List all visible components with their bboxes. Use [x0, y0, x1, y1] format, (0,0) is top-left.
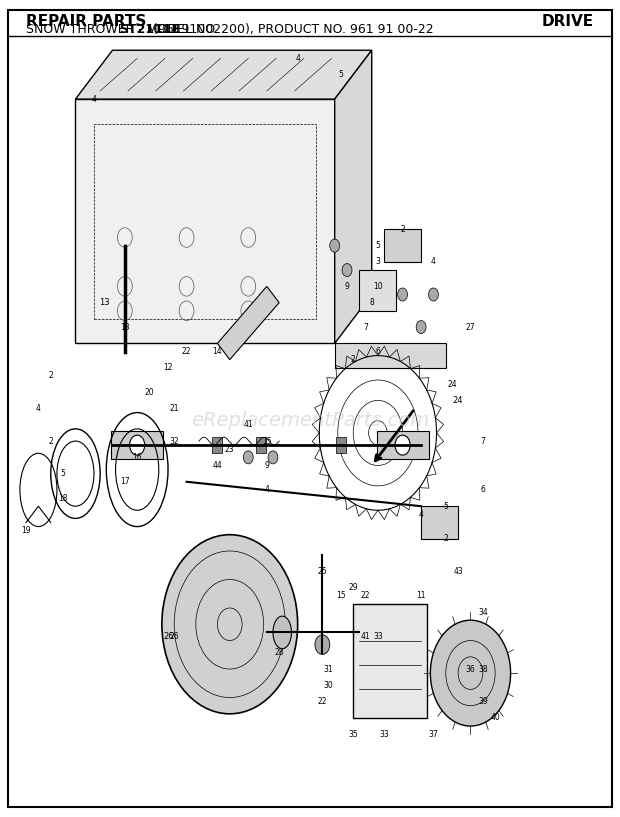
Text: ST2111E: ST2111E	[118, 24, 180, 37]
Text: (96191002200), PRODUCT NO. 961 91 00-22: (96191002200), PRODUCT NO. 961 91 00-22	[149, 24, 433, 37]
Text: 9: 9	[345, 282, 350, 291]
Text: 18: 18	[58, 493, 68, 502]
Text: 2: 2	[351, 355, 356, 364]
Bar	[213, 437, 223, 453]
Text: 2: 2	[443, 534, 448, 543]
Text: 16: 16	[132, 453, 142, 462]
Text: 15: 15	[336, 592, 346, 600]
Text: 19: 19	[21, 526, 31, 535]
Text: 22: 22	[317, 697, 327, 706]
Circle shape	[162, 534, 298, 714]
Bar	[111, 431, 163, 459]
Circle shape	[416, 320, 426, 333]
Text: 25: 25	[317, 567, 327, 576]
Text: 4: 4	[36, 404, 41, 413]
Text: DRIVE: DRIVE	[542, 14, 594, 29]
Text: 5: 5	[443, 502, 448, 511]
Text: 24: 24	[447, 380, 457, 389]
Text: eReplacementParts.com: eReplacementParts.com	[191, 411, 429, 431]
Circle shape	[428, 288, 438, 301]
Text: 15: 15	[262, 436, 272, 445]
Text: 36: 36	[466, 664, 476, 673]
Circle shape	[395, 435, 410, 455]
Bar	[353, 604, 427, 718]
Bar	[360, 270, 396, 310]
Text: 43: 43	[453, 567, 463, 576]
Circle shape	[397, 288, 407, 301]
Text: 9: 9	[264, 461, 269, 470]
Text: 6: 6	[480, 485, 485, 494]
Bar	[255, 437, 265, 453]
Circle shape	[330, 239, 340, 252]
Text: 4: 4	[295, 54, 300, 63]
Polygon shape	[76, 50, 372, 99]
Text: 4: 4	[431, 257, 436, 266]
Text: 27: 27	[466, 323, 476, 332]
Text: SNOW THROWER - MODEL NO.: SNOW THROWER - MODEL NO.	[26, 24, 223, 37]
Text: 21: 21	[169, 404, 179, 413]
Circle shape	[268, 451, 278, 464]
Ellipse shape	[273, 616, 291, 649]
Circle shape	[315, 635, 330, 654]
Text: 7: 7	[363, 323, 368, 332]
Text: 5: 5	[339, 70, 343, 79]
Text: 37: 37	[428, 730, 438, 739]
Text: 7: 7	[480, 436, 485, 445]
Circle shape	[342, 264, 352, 277]
Text: 41: 41	[361, 632, 370, 641]
Text: 20: 20	[144, 388, 154, 397]
Text: 30: 30	[324, 681, 334, 690]
Text: 10: 10	[373, 282, 383, 291]
Text: 22: 22	[182, 347, 192, 356]
Text: 33: 33	[379, 730, 389, 739]
Text: REPAIR PARTS: REPAIR PARTS	[26, 14, 146, 29]
Bar	[377, 431, 428, 459]
Text: 22: 22	[361, 592, 370, 600]
Text: 23: 23	[225, 444, 234, 453]
Text: 31: 31	[324, 664, 334, 673]
Polygon shape	[335, 50, 372, 343]
Text: 26: 26	[169, 632, 179, 641]
Text: 2: 2	[48, 436, 53, 445]
Text: 13: 13	[120, 323, 130, 332]
Text: 44: 44	[213, 461, 223, 470]
Polygon shape	[76, 99, 335, 343]
Text: 13: 13	[99, 298, 109, 307]
Text: 11: 11	[417, 592, 426, 600]
Text: 28: 28	[275, 648, 284, 657]
Circle shape	[130, 435, 144, 455]
Text: 4: 4	[264, 485, 269, 494]
Text: 33: 33	[373, 632, 383, 641]
Text: 4: 4	[92, 95, 96, 104]
Text: 38: 38	[478, 664, 488, 673]
Text: 41: 41	[244, 420, 253, 429]
Text: 5: 5	[376, 241, 380, 250]
Text: 32: 32	[169, 436, 179, 445]
Text: 29: 29	[348, 583, 358, 592]
Text: 14: 14	[213, 347, 222, 356]
Text: 6: 6	[376, 347, 380, 356]
Bar	[336, 437, 346, 453]
Text: 24: 24	[452, 396, 463, 405]
Text: 39: 39	[478, 697, 488, 706]
Text: 2: 2	[400, 225, 405, 234]
Circle shape	[243, 451, 253, 464]
Polygon shape	[384, 230, 421, 262]
Text: 3: 3	[376, 257, 380, 266]
Text: 34: 34	[478, 608, 488, 617]
Text: 35: 35	[348, 730, 358, 739]
Polygon shape	[421, 507, 458, 538]
Polygon shape	[218, 287, 279, 359]
Text: 2: 2	[48, 372, 53, 381]
Text: 5: 5	[61, 469, 66, 478]
Text: 12: 12	[163, 364, 173, 373]
Text: 26: 26	[164, 632, 174, 641]
Text: 8: 8	[370, 298, 374, 307]
Circle shape	[430, 620, 511, 726]
Text: 4: 4	[418, 510, 423, 519]
Bar	[151, 437, 161, 453]
Text: 17: 17	[120, 477, 130, 486]
Polygon shape	[335, 343, 446, 368]
Text: 40: 40	[490, 713, 500, 722]
